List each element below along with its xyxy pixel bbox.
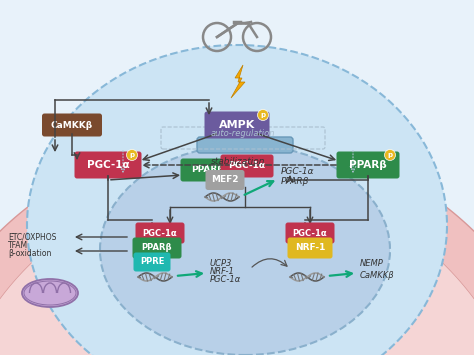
Text: PGC-1α: PGC-1α (292, 229, 328, 237)
FancyBboxPatch shape (337, 152, 400, 179)
Polygon shape (0, 135, 474, 355)
Text: ETC/OXPHOS: ETC/OXPHOS (8, 233, 56, 241)
FancyBboxPatch shape (288, 237, 332, 258)
Text: PPARβ: PPARβ (142, 244, 172, 252)
Text: PGC-1α: PGC-1α (281, 168, 315, 176)
Ellipse shape (27, 45, 447, 355)
Polygon shape (0, 180, 474, 355)
FancyBboxPatch shape (133, 237, 182, 258)
Text: UCP3: UCP3 (210, 260, 232, 268)
Text: NRF-1: NRF-1 (210, 268, 235, 277)
Circle shape (384, 149, 395, 160)
Text: PPARβ: PPARβ (281, 176, 310, 186)
Circle shape (257, 109, 268, 120)
Text: PPARβ: PPARβ (191, 165, 223, 175)
Text: p: p (260, 112, 265, 118)
Ellipse shape (22, 279, 78, 307)
FancyBboxPatch shape (42, 114, 102, 137)
Text: PPRE: PPRE (140, 257, 164, 267)
Text: NEMP: NEMP (360, 260, 384, 268)
Text: PGC-1α: PGC-1α (228, 162, 265, 170)
Text: PGC-1α: PGC-1α (87, 160, 129, 170)
Text: AMPK: AMPK (219, 120, 255, 130)
Text: CaMKKβ: CaMKKβ (360, 271, 395, 279)
Text: PGC-1α: PGC-1α (143, 229, 177, 237)
FancyBboxPatch shape (136, 223, 184, 244)
Circle shape (127, 149, 137, 160)
Ellipse shape (100, 145, 390, 355)
FancyBboxPatch shape (204, 111, 270, 138)
Text: p: p (129, 152, 135, 158)
Text: PPARβ: PPARβ (349, 160, 387, 170)
Text: p: p (387, 152, 392, 158)
FancyBboxPatch shape (197, 137, 293, 153)
FancyBboxPatch shape (181, 158, 234, 181)
Text: β-oxidation: β-oxidation (8, 248, 51, 257)
Text: CaMKKβ: CaMKKβ (51, 120, 93, 130)
FancyBboxPatch shape (74, 152, 142, 179)
Text: NRF-1: NRF-1 (295, 244, 325, 252)
Text: stabilization: stabilization (211, 158, 265, 166)
FancyBboxPatch shape (285, 223, 335, 244)
FancyBboxPatch shape (134, 252, 171, 272)
Polygon shape (231, 65, 245, 98)
Text: TFAM: TFAM (8, 240, 28, 250)
Text: PGC-1α: PGC-1α (210, 275, 241, 284)
FancyBboxPatch shape (220, 154, 273, 178)
FancyBboxPatch shape (206, 170, 245, 190)
Text: MEF2: MEF2 (211, 175, 239, 185)
Text: auto-regulation: auto-regulation (211, 129, 275, 137)
